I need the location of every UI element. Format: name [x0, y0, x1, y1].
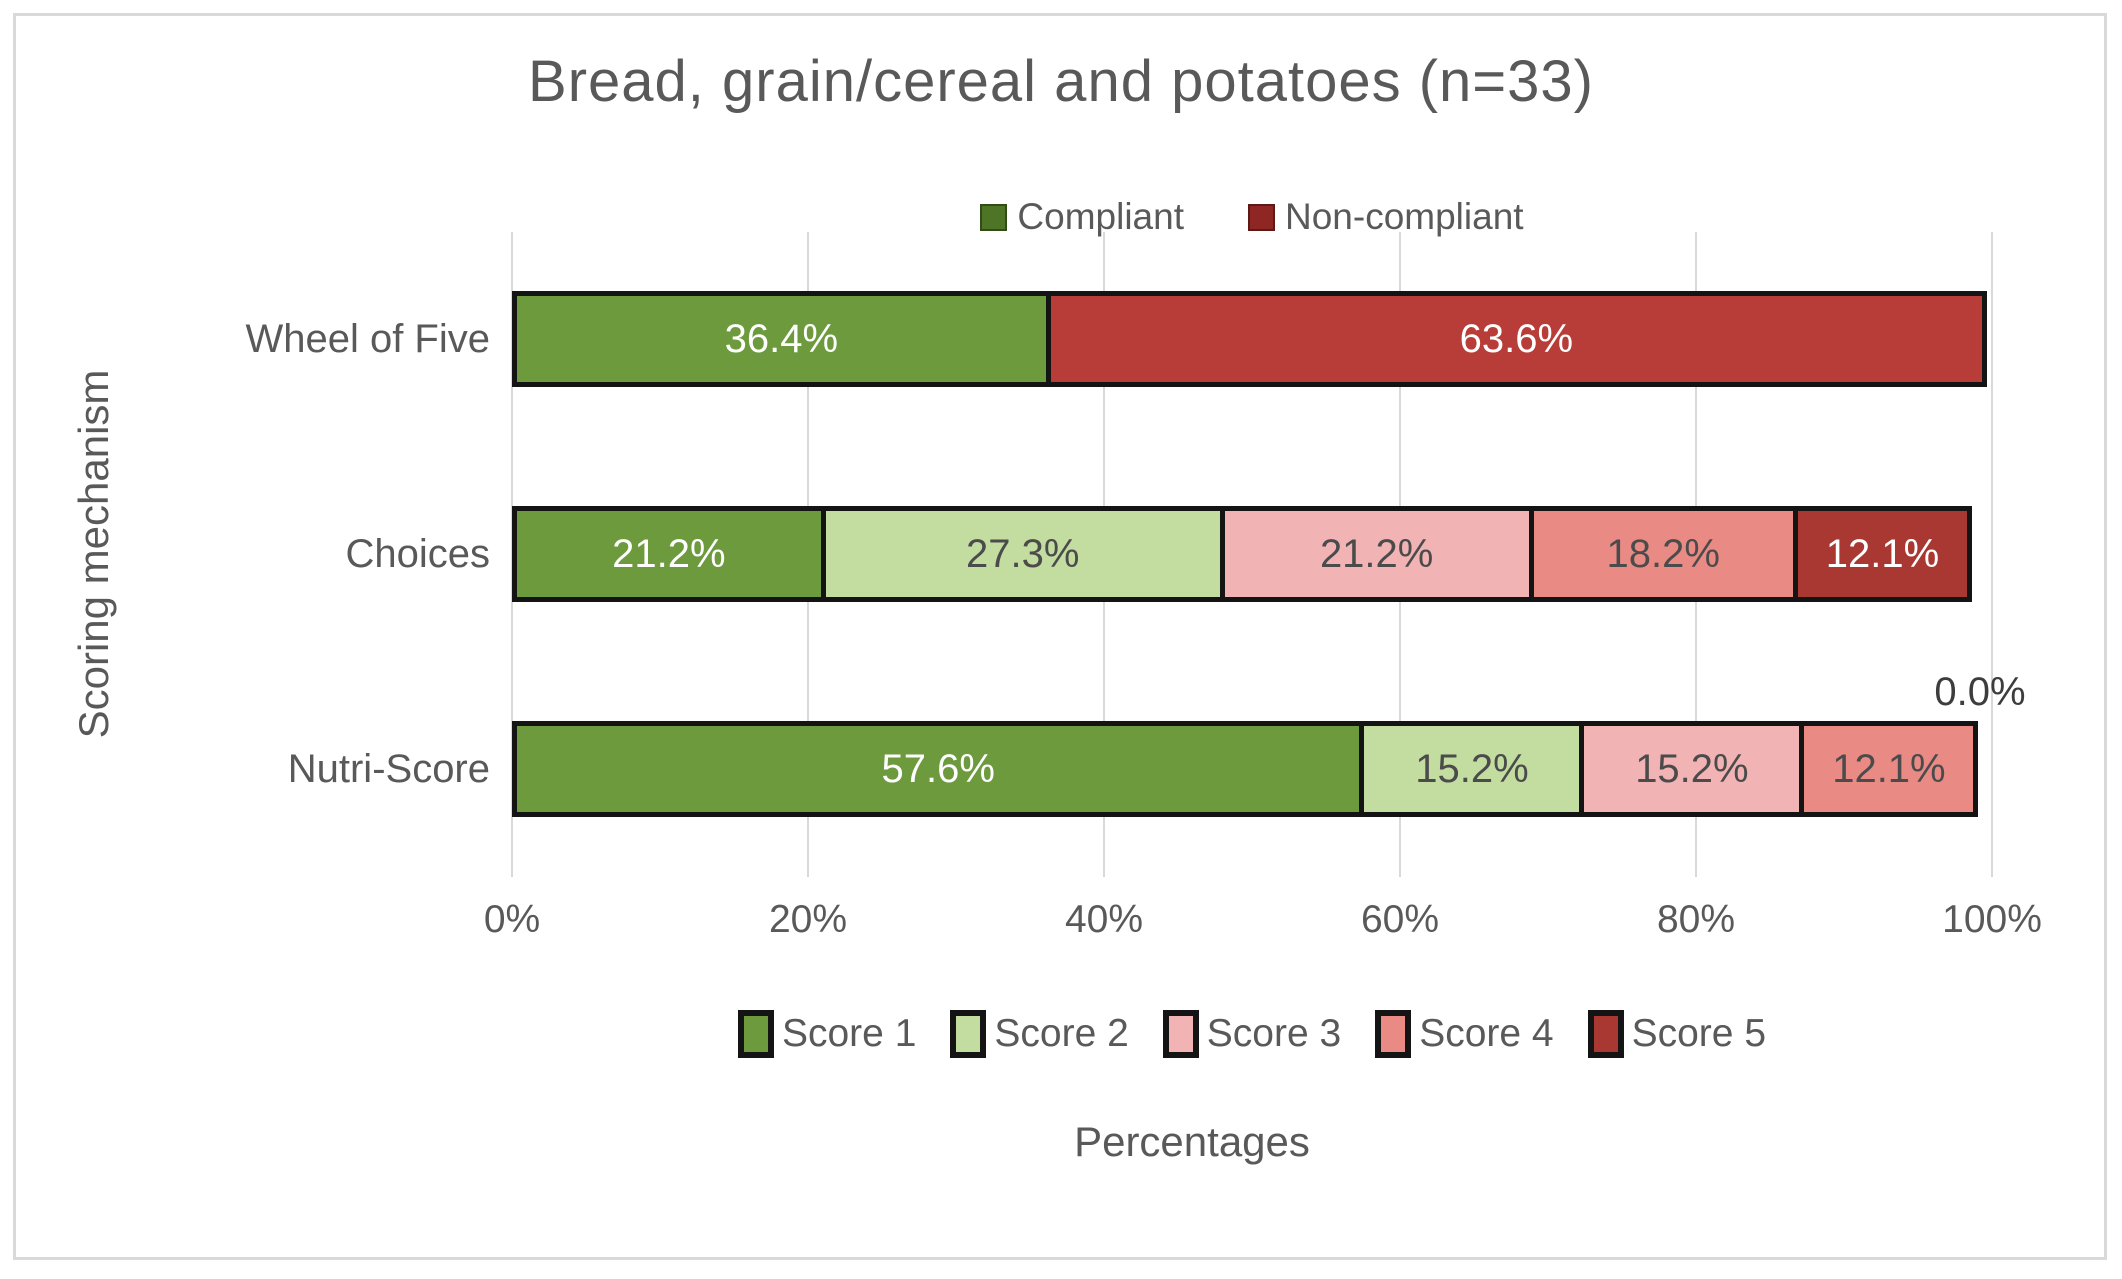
legend-swatch [980, 203, 1008, 231]
category-label: Choices [345, 531, 490, 576]
x-tick-label: 100% [1942, 898, 2042, 941]
bar-segment: 12.1% [1799, 721, 1979, 818]
bar-segment: 36.4% [512, 291, 1051, 388]
legend-swatch [737, 1010, 774, 1058]
bar-segment: 18.2% [1528, 506, 1798, 603]
x-axis-title: Percentages [1074, 1118, 1310, 1165]
chart-title: Bread, grain/cereal and potatoes (n=33) [528, 49, 1594, 114]
x-tick-label: 0% [483, 898, 541, 941]
legend-item: Score 2 [950, 1010, 1129, 1058]
legend-label: Score 4 [1419, 1012, 1554, 1055]
bar-row: 36.4% 63.6% [512, 232, 1992, 447]
legend-label: Score 1 [781, 1012, 917, 1055]
bar-segment: 63.6% [1045, 291, 1987, 388]
category-labels: Wheel of Five Choices Nutri-Score [110, 232, 490, 877]
legend-item: Score 5 [1587, 1010, 1767, 1058]
legend-swatch [1248, 203, 1275, 231]
gridline [1991, 232, 1993, 877]
legend-label: Compliant [1017, 196, 1184, 237]
stacked-bar: 57.6% 15.2% 15.2% 12.1% [512, 721, 1992, 818]
legend-swatch [950, 1010, 987, 1058]
legend-label: Score 3 [1206, 1012, 1342, 1055]
x-tick-label: 40% [1064, 898, 1144, 941]
legend-item: Score 1 [737, 1010, 917, 1058]
bar-segment: 27.3% [820, 506, 1225, 603]
legend-top: Compliant Non-compliant [512, 196, 1992, 238]
stacked-bar: 36.4% 63.6% [512, 291, 1992, 388]
category-label: Wheel of Five [245, 316, 490, 361]
x-axis-ticks: 0% 20% 40% 60% 80% 100% [484, 898, 2042, 953]
legend-label: Score 2 [994, 1012, 1129, 1055]
bar-segment: 15.2% [1579, 721, 1805, 818]
bar-segment: 12.1% [1792, 506, 1972, 603]
bar-segment: 15.2% [1359, 721, 1585, 818]
stacked-bar: 21.2% 27.3% 21.2% 18.2% 12.1% [512, 506, 1992, 603]
bar-row: 21.2% 27.3% 21.2% 18.2% 12.1% [512, 447, 1992, 662]
plot-area: 36.4% 63.6% 21.2% 27.3% 21.2% 18.2% 12.1% 0.0% 5… [511, 232, 2026, 877]
legend-swatch [1587, 1010, 1624, 1058]
x-tick-label: 60% [1360, 898, 1440, 941]
x-tick-label: 20% [768, 898, 848, 941]
bar-segment: 21.2% [512, 506, 826, 603]
zero-value-label: 0.0% [1934, 670, 2026, 714]
legend-item: Score 3 [1162, 1010, 1342, 1058]
bar-row: 57.6% 15.2% 15.2% 12.1% [512, 662, 1992, 877]
bar-segment: 21.2% [1219, 506, 1534, 603]
legend-item: Compliant [980, 196, 1184, 238]
legend-swatch [1375, 1010, 1412, 1058]
category-label: Nutri-Score [287, 746, 490, 791]
legend-bottom: Score 1 Score 2 Score 3 Score 4 Score 5 [512, 1010, 1992, 1058]
legend-item: Score 4 [1375, 1010, 1554, 1058]
legend-swatch [1162, 1010, 1199, 1058]
legend-item: Non-compliant [1248, 196, 1524, 238]
legend-label: Non-compliant [1285, 196, 1524, 237]
legend-label: Score 5 [1631, 1012, 1767, 1055]
x-tick-label: 80% [1656, 898, 1736, 941]
bar-segment: 57.6% [512, 721, 1365, 818]
